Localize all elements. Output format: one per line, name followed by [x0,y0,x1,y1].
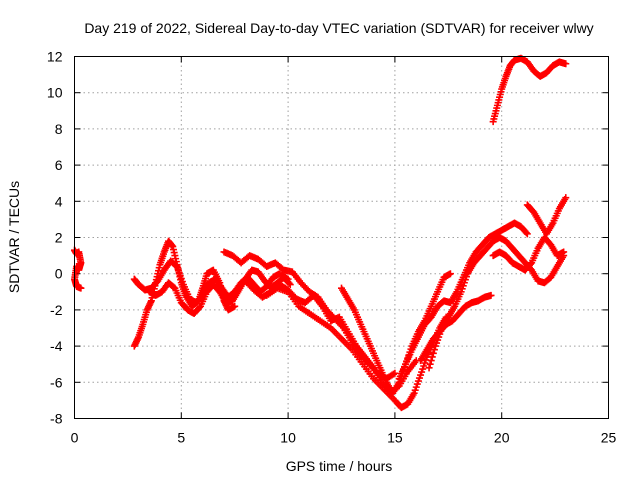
data-point [425,364,433,372]
y-tick-label: 10 [47,85,63,101]
series-track-l [489,234,568,274]
data-point [560,248,568,256]
series-track-d [145,266,294,318]
axis-ticks: 0 5 10 15 20 25 -8 -6 -4 -2 0 2 4 6 8 10 12 [47,49,617,446]
data-point [522,229,530,237]
data-point [562,194,570,202]
data-marks [71,54,570,412]
data-point [172,262,180,270]
data-point [286,281,294,289]
chart-title: Day 219 of 2022, Sidereal Day-to-day VTE… [84,20,593,36]
x-tick-label: 10 [280,430,296,446]
x-axis-label: GPS time / hours [286,458,393,474]
y-tick-label: -2 [50,302,63,318]
data-point [527,260,535,268]
data-point [487,291,495,299]
y-tick-label: -4 [50,338,63,354]
data-point [427,357,435,365]
data-point [195,303,203,311]
x-tick-label: 0 [71,430,79,446]
data-point [429,349,437,357]
data-point [523,230,531,238]
y-tick-label: -8 [50,411,63,427]
data-point [389,370,397,378]
y-tick-label: 12 [47,49,63,65]
data-point [285,279,293,287]
y-tick-label: 0 [55,266,63,282]
data-point [428,353,436,361]
data-point [231,302,239,310]
y-tick-label: 8 [55,121,63,137]
y-tick-label: -6 [50,374,63,390]
plot-frame [74,56,609,419]
series-track-n [489,54,570,126]
series-track-m [523,194,570,238]
data-point [430,346,438,354]
x-tick-label: 25 [601,430,617,446]
y-tick-label: 6 [55,157,63,173]
data-point [426,360,434,368]
series-track-i [395,219,531,383]
x-tick-label: 15 [387,430,403,446]
x-tick-label: 20 [494,430,510,446]
y-tick-label: 4 [55,193,63,209]
data-point [391,369,399,377]
data-point [562,60,570,68]
data-point [446,270,454,278]
y-tick-label: 2 [55,230,63,246]
y-axis-label: SDTVAR / TECUs [6,181,22,293]
series-track-a [71,246,85,292]
x-tick-label: 5 [177,430,185,446]
data-point [77,284,85,292]
grid-lines [74,56,609,419]
